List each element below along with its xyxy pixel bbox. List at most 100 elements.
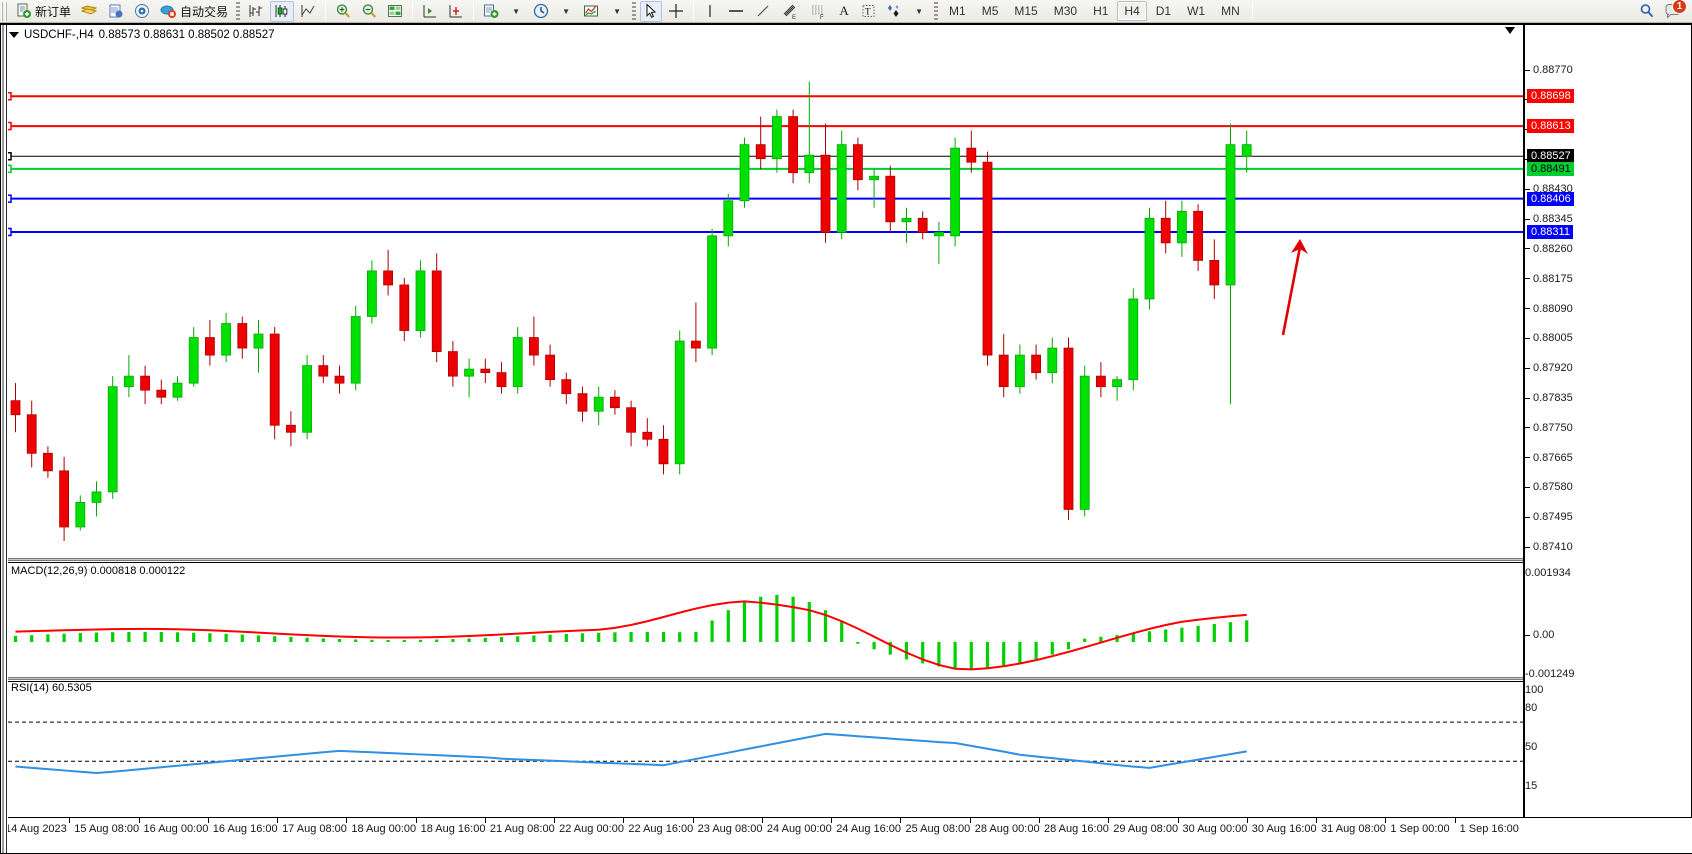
price-tag[interactable]: 0.88311 [1527, 224, 1573, 239]
time-divider [900, 818, 902, 823]
price-tick: 0.87410 [1525, 541, 1573, 553]
timeframe-h4[interactable]: H4 [1117, 1, 1147, 21]
macd-pane[interactable] [1, 562, 1523, 679]
chart-shift-button[interactable] [418, 1, 442, 22]
bar-chart-button[interactable] [244, 1, 268, 22]
search-button[interactable] [1635, 1, 1659, 22]
price-tag[interactable]: 0.88406 [1527, 191, 1574, 206]
rsi-pane[interactable] [1, 681, 1523, 818]
toolbar-divider-3 [934, 2, 939, 20]
pane-separator-1[interactable] [1, 558, 1523, 561]
time-divider [1038, 818, 1040, 823]
template-button[interactable] [479, 1, 503, 22]
autoscroll-button[interactable] [444, 1, 468, 22]
shapes-dropdown[interactable]: ▼ [908, 1, 930, 22]
price-tag[interactable]: 0.88491 [1527, 161, 1574, 176]
zoom-out-button[interactable] [357, 1, 381, 22]
time-divider [346, 818, 348, 823]
shapes-tool-button[interactable] [882, 1, 906, 22]
time-label: 30 Aug 16:00 [1251, 823, 1317, 835]
price-tag[interactable]: 0.88527 [1527, 149, 1574, 164]
annotation-arrow [1281, 239, 1308, 336]
crosshair-tool-button[interactable] [664, 1, 688, 22]
pane-separator-2[interactable] [1, 677, 1523, 680]
zoom-out-icon [362, 4, 377, 18]
timeframe-m30[interactable]: M30 [1053, 4, 1078, 18]
zoom-in-button[interactable] [331, 1, 355, 22]
time-label: 25 Aug 08:00 [905, 823, 971, 835]
alerts-button[interactable]: 1 [1660, 0, 1687, 21]
price-pane[interactable] [1, 25, 1523, 559]
autotrading-button[interactable]: 自动交易 [156, 1, 232, 22]
toolbar-divider-2 [632, 2, 637, 20]
time-divider [1177, 818, 1179, 823]
line-chart-button[interactable] [296, 1, 320, 22]
fibo-tool-button[interactable]: F [805, 1, 831, 22]
price-tick: 0.87750 [1525, 422, 1573, 434]
timeframe-m15[interactable]: M15 [1014, 4, 1038, 18]
timeframe-m5[interactable]: M5 [981, 4, 999, 18]
time-label: 30 Aug 00:00 [1182, 823, 1248, 835]
data-window-icon [388, 5, 403, 17]
new-order-icon [17, 3, 31, 18]
candlestick-chart-button[interactable] [270, 0, 295, 22]
price-tag[interactable]: 0.88613 [1527, 119, 1574, 134]
time-label: 18 Aug 00:00 [351, 823, 417, 835]
symbol-header: USDCHF-,H4 0.88573 0.88631 0.88502 0.885… [9, 29, 275, 41]
timeframe-h1[interactable]: H1 [1093, 4, 1109, 18]
svg-text:E: E [792, 15, 796, 20]
price-tick: 0.87920 [1525, 362, 1573, 374]
toolbar-separator-4 [693, 2, 695, 20]
profiles-icon [81, 4, 98, 15]
new-order-label: 新订单 [35, 4, 72, 19]
chart-menu-caret-icon[interactable] [1505, 27, 1515, 34]
template-dropdown[interactable]: ▼ [505, 1, 527, 22]
time-divider [1246, 818, 1248, 823]
price-tick: 0.88175 [1525, 273, 1573, 285]
hline-tool-button[interactable] [723, 1, 749, 22]
toolbar-separator-5 [1251, 2, 1253, 20]
new-order-button[interactable]: 新订单 [12, 1, 75, 22]
chart-left-rail [1, 25, 8, 853]
symbol-caret-icon[interactable] [9, 32, 19, 38]
navigator-button[interactable] [130, 1, 154, 22]
label-tool-button[interactable]: T [857, 1, 880, 22]
svg-text:T: T [865, 7, 871, 17]
time-label: 24 Aug 16:00 [836, 823, 902, 835]
timeframe-m1[interactable]: M1 [949, 4, 966, 18]
time-divider [207, 818, 209, 823]
timeframe-mn[interactable]: MN [1221, 4, 1240, 18]
time-divider [277, 818, 279, 823]
chart-frame[interactable]: USDCHF-,H4 0.88573 0.88631 0.88502 0.885… [0, 23, 1692, 854]
time-label: 14 Aug 2023 [5, 823, 67, 835]
time-scale[interactable]: 14 Aug 2023 15 Aug 08:00 16 Aug 00:00 16 Au… [0, 817, 1692, 853]
market-watch-button[interactable] [104, 1, 128, 22]
template-icon [484, 4, 499, 18]
timeframe-d1[interactable]: D1 [1155, 4, 1172, 18]
data-window-button[interactable] [383, 1, 407, 22]
price-scale[interactable]: 0.887700.886850.886000.885150.884300.883… [1523, 25, 1691, 818]
equidistant-tool-button[interactable]: E [777, 1, 803, 22]
text-tool-button[interactable]: A [833, 1, 855, 22]
price-tag[interactable]: 0.88698 [1527, 89, 1574, 104]
indicators-button[interactable] [579, 1, 604, 22]
zoom-in-icon [336, 4, 351, 18]
period-dropdown[interactable]: ▼ [555, 1, 577, 22]
trendline-tool-button[interactable] [751, 1, 775, 22]
price-tick: 0.88260 [1525, 243, 1573, 255]
fibo-icon: F [812, 5, 824, 20]
profiles-button[interactable] [77, 1, 102, 22]
period-button[interactable] [529, 1, 553, 22]
timeframe-w1[interactable]: W1 [1187, 4, 1206, 18]
indicators-dropdown[interactable]: ▼ [606, 1, 628, 22]
crosshair-icon [669, 4, 684, 18]
shapes-icon [888, 5, 899, 17]
toolbar-grip[interactable] [1, 1, 9, 21]
candlestick-icon [275, 5, 288, 17]
vline-tool-button[interactable] [699, 1, 721, 22]
macd-chart-svg [13, 594, 1249, 671]
time-label: 23 Aug 08:00 [697, 823, 763, 835]
cursor-tool-button[interactable] [640, 0, 663, 22]
time-divider [831, 818, 833, 823]
time-label: 24 Aug 00:00 [766, 823, 832, 835]
